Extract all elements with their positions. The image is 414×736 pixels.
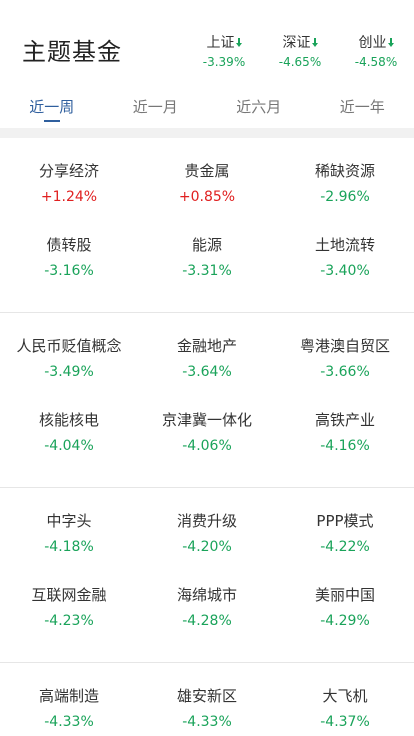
theme-item[interactable]: 海绵城市 -4.28% [138,584,276,658]
theme-item[interactable]: 高铁产业 -4.16% [276,409,414,483]
theme-item[interactable]: 高端制造 -4.33% [0,685,138,736]
index-shanghai[interactable]: 上证 -3.39% [186,32,262,69]
theme-change: -4.33% [44,714,94,730]
header: 主题基金 上证 -3.39% 深证 -4.65% 创业 -4.58% [0,0,414,84]
tab-one-week[interactable]: 近一周 [0,84,104,128]
theme-name: 粤港澳自贸区 [299,337,390,355]
theme-change: -4.06% [182,438,232,454]
theme-group: 人民币贬值概念 -3.49% 金融地产 -3.64% 粤港澳自贸区 -3.66% 核能… [0,313,414,488]
theme-group: 中字头 -4.18% 消费升级 -4.20% PPP模式 -4.22% 互联网金融 -4… [0,488,414,663]
arrow-down-icon [311,37,318,47]
theme-change: -3.16% [44,263,94,279]
theme-name: 贵金属 [184,162,230,180]
theme-name: 稀缺资源 [314,162,375,180]
theme-change: -3.40% [320,263,370,279]
theme-item[interactable]: 中字头 -4.18% [0,510,138,584]
theme-name: 海绵城市 [176,586,237,604]
index-shenzhen[interactable]: 深证 -4.65% [262,32,338,69]
theme-list: 分享经济 +1.24% 贵金属 +0.85% 稀缺资源 -2.96% 债转股 -3.16… [0,138,414,736]
period-tabs: 近一周 近一月 近六月 近一年 [0,84,414,128]
theme-group: 高端制造 -4.33% 雄安新区 -4.33% 大飞机 -4.37% [0,663,414,736]
theme-item[interactable]: 人民币贬值概念 -3.49% [0,335,138,409]
theme-name: 中字头 [46,512,92,530]
theme-item[interactable]: 雄安新区 -4.33% [138,685,276,736]
theme-item[interactable]: 贵金属 +0.85% [138,160,276,234]
theme-name: 高端制造 [38,687,99,705]
index-name: 创业 [358,35,387,51]
theme-change: -3.66% [320,364,370,380]
theme-name: 消费升级 [176,512,237,530]
market-indices: 上证 -3.39% 深证 -4.65% 创业 -4.58% [186,32,414,69]
theme-change: +1.24% [40,189,98,205]
section-divider [0,128,414,138]
theme-group: 分享经济 +1.24% 贵金属 +0.85% 稀缺资源 -2.96% 债转股 -3.16… [0,138,414,313]
theme-name: 金融地产 [176,337,237,355]
tab-six-months[interactable]: 近六月 [207,84,311,128]
theme-name: 债转股 [46,236,92,254]
theme-change: -4.37% [320,714,370,730]
index-change: -4.65% [278,55,322,69]
theme-change: -3.64% [182,364,232,380]
theme-change: -3.49% [44,364,94,380]
theme-name: 美丽中国 [314,586,375,604]
theme-change: -4.28% [182,613,232,629]
theme-item[interactable]: 消费升级 -4.20% [138,510,276,584]
theme-name: 分享经济 [38,162,99,180]
theme-item[interactable]: 土地流转 -3.40% [276,234,414,308]
theme-change: -2.96% [320,189,370,205]
theme-item[interactable]: PPP模式 -4.22% [276,510,414,584]
index-chinext[interactable]: 创业 -4.58% [338,32,414,69]
theme-name: 京津冀一体化 [161,411,252,429]
theme-change: -4.16% [320,438,370,454]
theme-name: 土地流转 [314,236,375,254]
theme-item[interactable]: 大飞机 -4.37% [276,685,414,736]
theme-change: -4.22% [320,539,370,555]
theme-item[interactable]: 京津冀一体化 -4.06% [138,409,276,483]
theme-item[interactable]: 稀缺资源 -2.96% [276,160,414,234]
theme-change: -4.23% [44,613,94,629]
page-title: 主题基金 [22,38,122,66]
index-change: -3.39% [202,55,246,69]
theme-item[interactable]: 粤港澳自贸区 -3.66% [276,335,414,409]
theme-name: 核能核电 [38,411,99,429]
theme-change: -4.04% [44,438,94,454]
index-name: 深证 [282,35,311,51]
theme-name: 互联网金融 [31,586,107,604]
theme-change: -4.33% [182,714,232,730]
theme-item[interactable]: 美丽中国 -4.29% [276,584,414,658]
theme-item[interactable]: 分享经济 +1.24% [0,160,138,234]
theme-change: -4.18% [44,539,94,555]
theme-change: -3.31% [182,263,232,279]
theme-name: 人民币贬值概念 [16,337,122,355]
theme-name: 雄安新区 [176,687,237,705]
tab-label: 近一周 [29,98,75,116]
tab-one-month[interactable]: 近一月 [104,84,208,128]
arrow-down-icon [235,37,242,47]
index-name: 上证 [206,35,235,51]
theme-item[interactable]: 债转股 -3.16% [0,234,138,308]
active-tab-indicator [43,120,60,122]
theme-name: 能源 [191,236,222,254]
theme-item[interactable]: 金融地产 -3.64% [138,335,276,409]
index-change: -4.58% [354,55,398,69]
tab-one-year[interactable]: 近一年 [311,84,414,128]
theme-change: -4.20% [182,539,232,555]
tab-label: 近六月 [236,98,282,116]
tab-label: 近一年 [339,98,385,116]
theme-item[interactable]: 互联网金融 -4.23% [0,584,138,658]
theme-name: 高铁产业 [314,411,375,429]
theme-name: PPP模式 [316,512,374,530]
arrow-down-icon [387,37,394,47]
theme-item[interactable]: 核能核电 -4.04% [0,409,138,483]
theme-change: +0.85% [178,189,236,205]
theme-item[interactable]: 能源 -3.31% [138,234,276,308]
theme-name: 大飞机 [322,687,368,705]
theme-change: -4.29% [320,613,370,629]
tab-label: 近一月 [132,98,178,116]
